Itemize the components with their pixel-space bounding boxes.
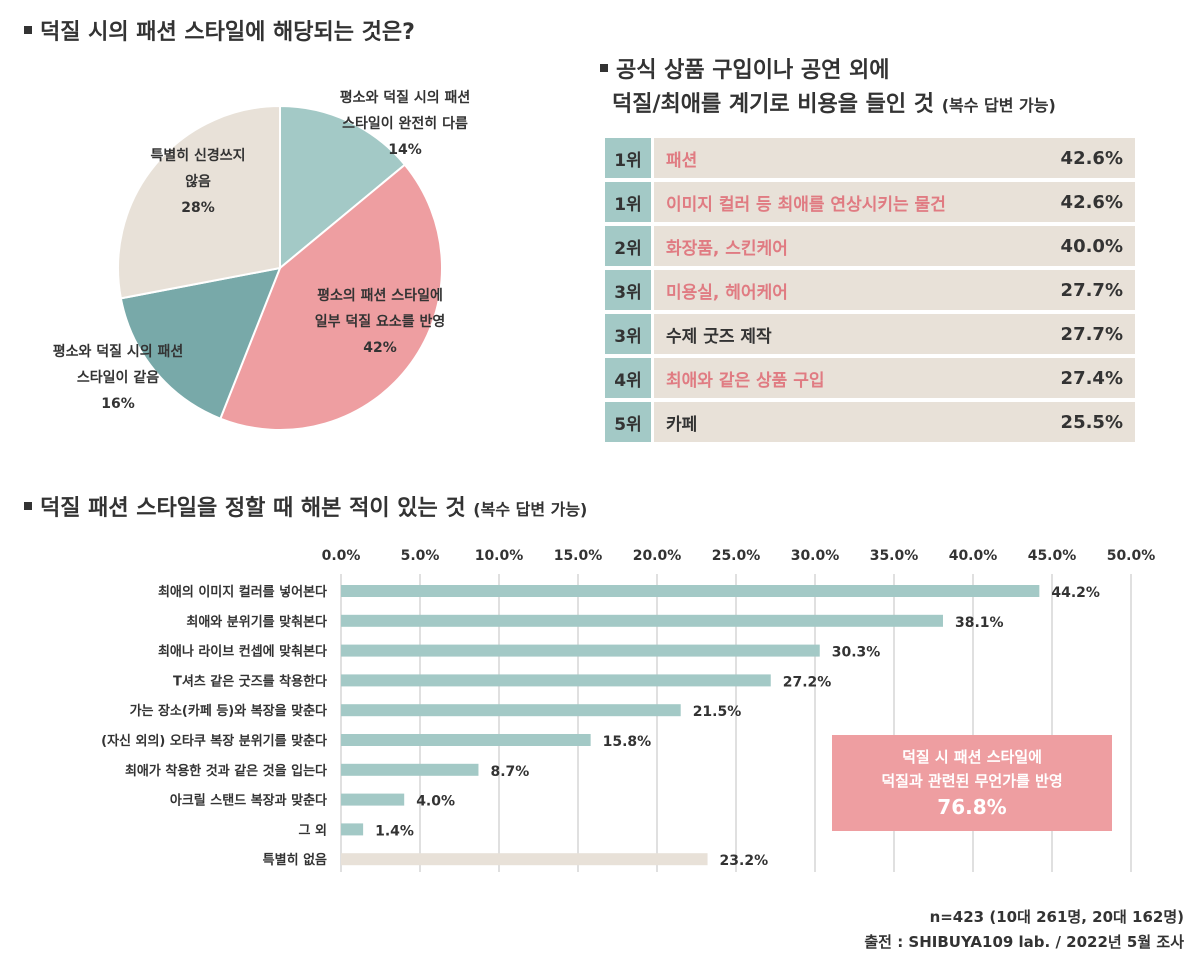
x-tick-label: 25.0% [712, 548, 761, 564]
rank-percent: 42.6% [1021, 182, 1135, 222]
bullet-icon [600, 64, 608, 72]
x-tick-label: 20.0% [633, 548, 682, 564]
rank-number: 1위 [605, 138, 654, 178]
bar-value-label: 15.8% [603, 734, 652, 750]
bar [341, 674, 771, 687]
bar [341, 585, 1040, 597]
bar-value-label: 44.2% [1051, 585, 1100, 601]
x-tick-label: 15.0% [554, 548, 603, 564]
category-label: T셔츠 같은 굿즈를 착용한다 [173, 673, 327, 689]
category-label: 아크릴 스탠드 복장과 맞춘다 [170, 793, 327, 809]
category-label: 가는 장소(카페 등)와 복장을 맞춘다 [130, 703, 327, 719]
bar-value-label: 30.3% [832, 645, 881, 661]
x-tick-label: 30.0% [791, 548, 840, 564]
source-note: 출전 : SHIBUYA109 lab. / 2022년 5월 조사 [864, 933, 1184, 951]
bullet-icon [24, 502, 32, 510]
rank-title-line1: 공식 상품 구입이나 공연 외에 [616, 58, 890, 83]
rank-percent: 27.7% [1021, 270, 1135, 310]
bar [341, 763, 479, 776]
bar [341, 853, 708, 866]
rank-row: 1위 패션 42.6% [605, 138, 1135, 178]
rank-row: 3위 미용실, 헤어케어 27.7% [605, 270, 1135, 310]
category-label: 그 외 [299, 822, 327, 838]
category-label: (자신 외의) 오타쿠 복장 분위기를 맞춘다 [101, 733, 327, 749]
bar [341, 644, 820, 657]
x-tick-label: 45.0% [1028, 548, 1077, 564]
sample-size-note: n=423 (10대 261명, 20대 162명) [929, 908, 1184, 926]
x-tick-label: 10.0% [475, 548, 524, 564]
category-label: 최애나 라이브 컨셉에 맞춰본다 [158, 644, 327, 660]
rank-table: 1위 패션 42.6% 1위 이미지 컬러 등 최애를 연상시키는 물건 42.6% 2위 화… [605, 134, 1135, 446]
bar-value-label: 8.7% [490, 764, 529, 780]
x-tick-label: 0.0% [322, 548, 361, 564]
rank-percent: 25.5% [1021, 402, 1135, 442]
bar-value-label: 23.2% [720, 853, 769, 869]
rank-item: 화장품, 스킨케어 [654, 226, 1021, 266]
rank-row: 1위 이미지 컬러 등 최애를 연상시키는 물건 42.6% [605, 182, 1135, 222]
pie-slice-label: 평소와 덕질 시의 패션 스타일이 완전히 다름 14% [340, 89, 471, 158]
bar-title-note: (복수 답변 가능) [473, 500, 588, 519]
bullet-icon [24, 26, 32, 34]
rank-item: 수제 굿즈 제작 [654, 314, 1021, 354]
bar [341, 704, 681, 717]
rank-number: 3위 [605, 314, 654, 354]
pie-slice-label: 평소의 패션 스타일에 일부 덕질 요소를 반영 42% [315, 287, 446, 356]
rank-percent: 27.7% [1021, 314, 1135, 354]
rank-item: 최애와 같은 상품 구입 [654, 358, 1021, 398]
category-label: 최애의 이미지 컬러를 넣어본다 [158, 584, 327, 600]
pie-slice-label: 특별히 신경쓰지 않음 28% [150, 147, 245, 216]
pie-title-text: 덕질 시의 패션 스타일에 해당되는 것은? [40, 20, 415, 45]
pie-slice [117, 104, 281, 300]
bar [341, 823, 364, 836]
callout-line2: 덕질과 관련된 무언가를 반영 [881, 772, 1063, 790]
x-tick-label: 5.0% [401, 548, 440, 564]
bar-value-label: 1.4% [375, 823, 414, 839]
rank-row: 3위 수제 굿즈 제작 27.7% [605, 314, 1135, 354]
rank-number: 3위 [605, 270, 654, 310]
rank-number: 5위 [605, 402, 654, 442]
rank-item: 미용실, 헤어케어 [654, 270, 1021, 310]
rank-number: 1위 [605, 182, 654, 222]
rank-number: 2위 [605, 226, 654, 266]
rank-item: 패션 [654, 138, 1021, 178]
bar-value-label: 27.2% [783, 674, 832, 690]
pie-chart-title: 덕질 시의 패션 스타일에 해당되는 것은? [24, 14, 415, 46]
x-tick-label: 40.0% [949, 548, 998, 564]
rank-percent: 27.4% [1021, 358, 1135, 398]
rank-title-line2: 덕질/최애를 계기로 비용을 들인 것 [612, 92, 935, 117]
bar-value-label: 38.1% [955, 615, 1004, 631]
rank-row: 4위 최애와 같은 상품 구입 27.4% [605, 358, 1135, 398]
category-label: 최애가 착용한 것과 같은 것을 입는다 [125, 763, 327, 779]
rank-row: 2위 화장품, 스킨케어 40.0% [605, 226, 1135, 266]
bar-title-text: 덕질 패션 스타일을 정할 때 해본 적이 있는 것 [40, 496, 466, 521]
rank-number: 4위 [605, 358, 654, 398]
callout-box: 덕질 시 패션 스타일에 덕질과 관련된 무언가를 반영 76.8% [832, 735, 1112, 831]
bar-chart-title: 덕질 패션 스타일을 정할 때 해본 적이 있는 것 (복수 답변 가능) [24, 490, 587, 522]
bar-value-label: 4.0% [416, 794, 455, 810]
rank-title-note: (복수 답변 가능) [941, 96, 1056, 115]
pie-chart: 평소와 덕질 시의 패션 스타일이 완전히 다름 14% 평소의 패션 스타일에 일부 … [53, 89, 471, 431]
bar-chart: 0.0% 5.0% 10.0% 15.0% 20.0% 25.0% 30.0% 35.0% 40… [101, 548, 1156, 872]
callout-value: 76.8% [937, 795, 1007, 819]
pie-slice [119, 266, 282, 420]
x-tick-label: 50.0% [1107, 548, 1156, 564]
bar [341, 614, 943, 627]
pie-slice [219, 163, 443, 431]
callout-line1: 덕질 시 패션 스타일에 [902, 748, 1042, 766]
rank-item: 카페 [654, 402, 1021, 442]
x-tick-label: 35.0% [870, 548, 919, 564]
pie-slice-label: 평소와 덕질 시의 패션 스타일이 같음 16% [53, 343, 184, 412]
rank-percent: 40.0% [1021, 226, 1135, 266]
rank-row: 5위 카페 25.5% [605, 402, 1135, 442]
category-label: 최애와 분위기를 맞춰본다 [186, 614, 327, 630]
rank-percent: 42.6% [1021, 138, 1135, 178]
rank-table-title: 공식 상품 구입이나 공연 외에 덕질/최애를 계기로 비용을 들인 것 (복수… [600, 54, 1056, 123]
pie-slice [279, 104, 407, 271]
bar-value-label: 21.5% [693, 704, 742, 720]
rank-item: 이미지 컬러 등 최애를 연상시키는 물건 [654, 182, 1021, 222]
bar [341, 793, 405, 806]
category-label: 특별히 없음 [263, 852, 327, 868]
bar [341, 734, 591, 746]
